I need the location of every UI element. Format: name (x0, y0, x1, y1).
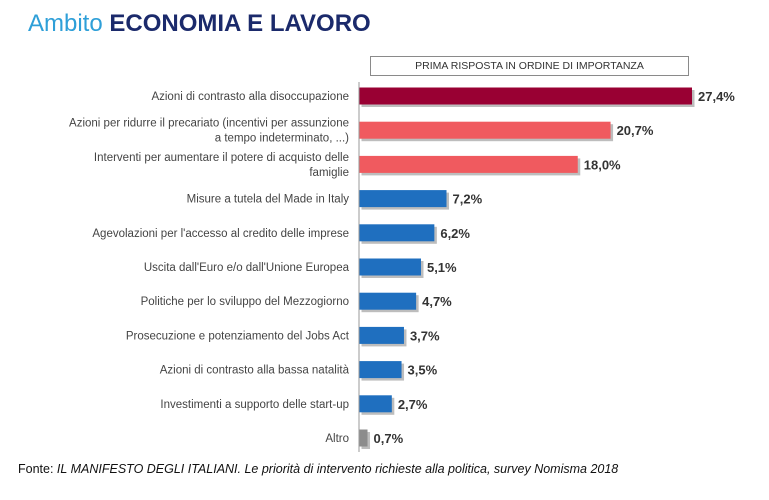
category-label-6: Politiche per lo sviluppo del Mezzogiorn… (141, 296, 349, 308)
category-label-3: Misure a tutela del Made in Italy (187, 194, 350, 206)
bar-2 (359, 155, 578, 173)
category-label-2-line-1: famiglie (309, 167, 349, 179)
bar-7 (359, 326, 404, 344)
bar-1 (359, 121, 611, 139)
value-label-2: 18,0% (584, 157, 621, 172)
category-label-4: Agevolazioni per l'accesso al credito de… (92, 228, 349, 240)
category-label-2-line-0: Interventi per aumentare il potere di ac… (94, 152, 349, 164)
bar-3 (359, 190, 447, 208)
category-label-8: Azioni di contrasto alla bassa natalità (160, 365, 350, 377)
chart-legend: PRIMA RISPOSTA IN ORDINE DI IMPORTANZA (370, 56, 689, 76)
bar-4 (359, 224, 435, 242)
title-prefix: Ambito (28, 10, 103, 37)
bar-9 (359, 395, 392, 413)
bar-0 (359, 87, 692, 105)
category-label-7: Prosecuzione e potenziamento del Jobs Ac… (126, 330, 350, 342)
bar-6 (359, 292, 417, 310)
value-label-5: 5,1% (427, 260, 457, 275)
bar-8 (359, 361, 402, 379)
value-label-3: 7,2% (453, 192, 483, 207)
bar-10 (359, 429, 368, 447)
value-label-7: 3,7% (410, 328, 440, 343)
source-note: Fonte: IL MANIFESTO DEGLI ITALIANI. Le p… (18, 462, 618, 476)
value-label-9: 2,7% (398, 397, 428, 412)
value-label-6: 4,7% (422, 294, 452, 309)
value-label-10: 0,7% (374, 431, 404, 446)
category-label-9: Investimenti a supporto delle start-up (160, 399, 349, 411)
bar-5 (359, 258, 421, 276)
source-label: Fonte: (18, 462, 54, 476)
value-label-8: 3,5% (408, 363, 438, 378)
source-text: IL MANIFESTO DEGLI ITALIANI. Le priorità… (56, 462, 619, 476)
category-label-1-line-0: Azioni per ridurre il precariato (incent… (69, 118, 349, 130)
title-main: ECONOMIA E LAVORO (109, 10, 371, 37)
page-title: Ambito ECONOMIA E LAVORO (28, 10, 371, 38)
category-label-1-line-1: a tempo indeterminato, ...) (215, 133, 349, 145)
category-label-10: Altro (325, 433, 349, 445)
value-label-4: 6,2% (440, 226, 470, 241)
value-label-1: 20,7% (617, 123, 654, 138)
value-label-0: 27,4% (698, 89, 735, 104)
category-label-0: Azioni di contrasto alla disoccupazione (151, 91, 349, 103)
category-label-5: Uscita dall'Euro e/o dall'Unione Europea (144, 262, 350, 274)
bar-chart: 27,4% Azioni di contrasto alla disoccupaz… (69, 82, 735, 452)
